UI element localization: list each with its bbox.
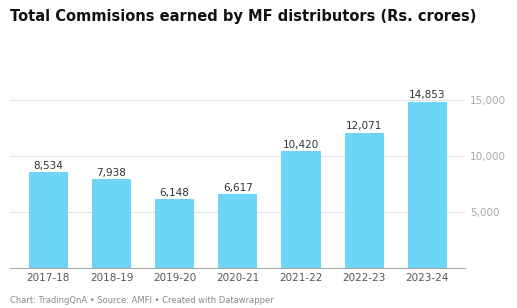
Bar: [281, 151, 321, 268]
Text: 6,148: 6,148: [160, 188, 190, 198]
Text: Total Commisions earned by MF distributors (Rs. crores): Total Commisions earned by MF distributo…: [10, 9, 477, 24]
Bar: [92, 179, 131, 268]
Bar: [155, 199, 194, 268]
Text: 10,420: 10,420: [283, 140, 319, 150]
Text: Chart: TradingQnA • Source: AMFI • Created with Datawrapper: Chart: TradingQnA • Source: AMFI • Creat…: [10, 296, 274, 305]
Bar: [408, 102, 447, 268]
Text: 14,853: 14,853: [409, 90, 446, 100]
Text: 12,071: 12,071: [346, 121, 383, 132]
Text: 7,938: 7,938: [97, 168, 126, 178]
Text: 8,534: 8,534: [33, 161, 63, 171]
Bar: [28, 172, 68, 268]
Bar: [218, 194, 257, 268]
Bar: [345, 133, 384, 268]
Text: 6,617: 6,617: [223, 183, 253, 192]
